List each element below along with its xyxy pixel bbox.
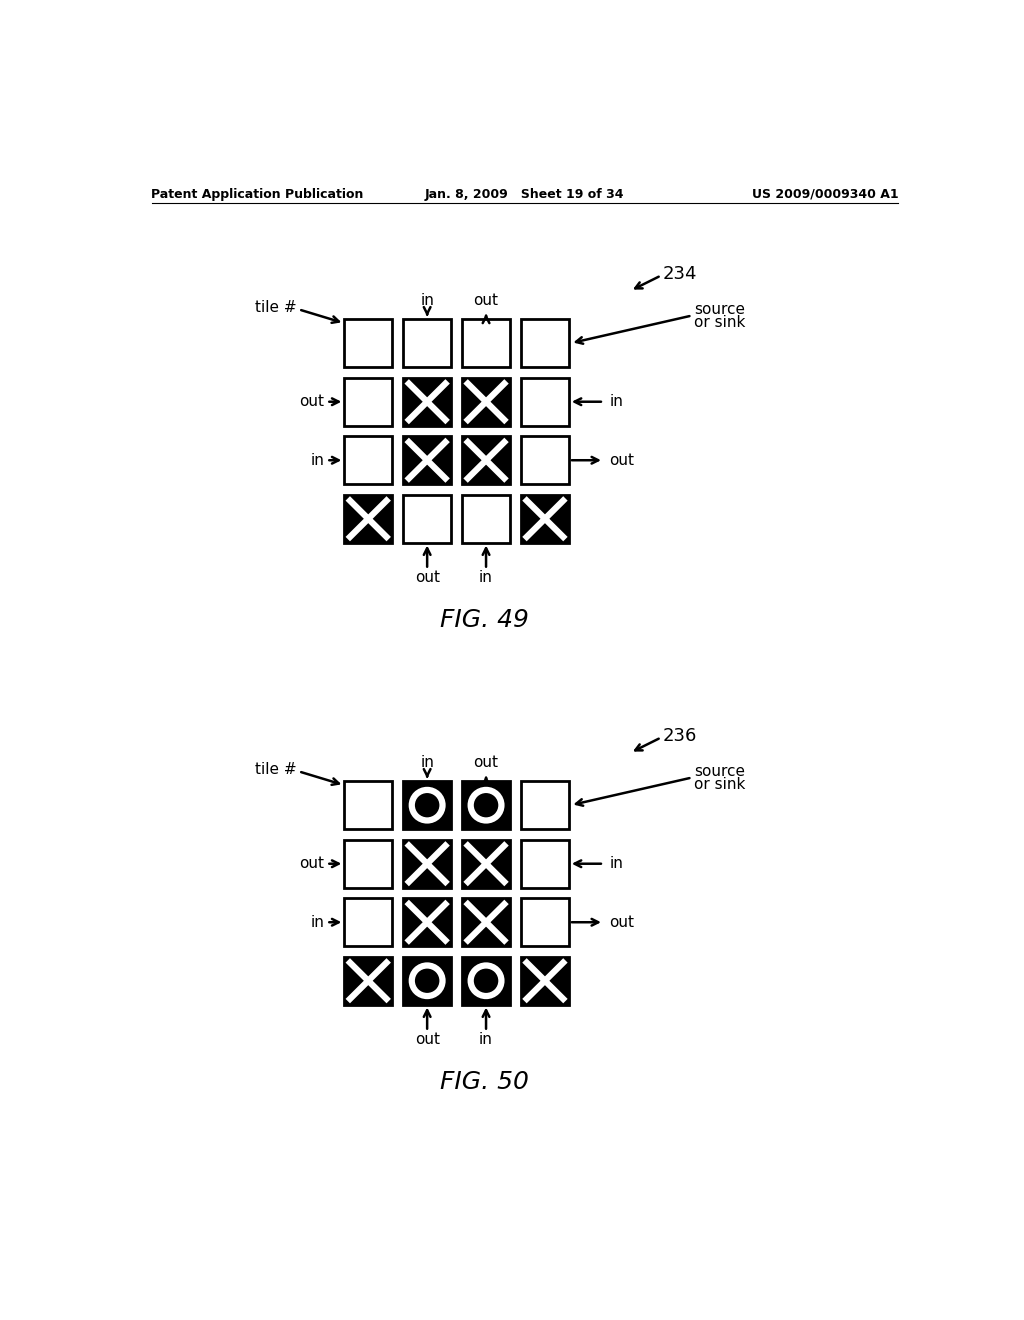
Text: out: out [299,857,324,871]
Text: tile #: tile # [255,762,297,776]
Bar [462,899,510,946]
Bar [521,378,569,425]
Bar [403,957,452,1005]
Text: out: out [415,1032,439,1047]
Bar [521,437,569,484]
Bar [344,781,392,829]
Text: FIG. 49: FIG. 49 [440,607,529,632]
Text: US 2009/0009340 A1: US 2009/0009340 A1 [752,187,898,201]
Bar [462,840,510,887]
Text: or sink: or sink [693,777,745,792]
Bar [403,319,452,367]
Bar [344,319,392,367]
Text: in: in [479,1032,493,1047]
Bar [462,495,510,543]
Text: 236: 236 [663,727,697,744]
Bar [403,781,452,829]
Text: out: out [473,755,499,771]
Bar [462,319,510,367]
Text: in: in [310,915,324,929]
Text: out: out [609,453,634,467]
Bar [521,495,569,543]
Bar [403,840,452,887]
Text: out: out [473,293,499,309]
Bar [403,495,452,543]
Bar [344,899,392,946]
Bar [403,378,452,425]
Bar [521,781,569,829]
Text: in: in [420,755,434,771]
Bar [403,437,452,484]
Text: in: in [609,857,624,871]
Bar [344,957,392,1005]
Bar [344,437,392,484]
Bar [521,899,569,946]
Bar [462,957,510,1005]
Bar [462,781,510,829]
Text: Jan. 8, 2009   Sheet 19 of 34: Jan. 8, 2009 Sheet 19 of 34 [425,187,625,201]
Bar [344,495,392,543]
Bar [521,319,569,367]
Bar [521,957,569,1005]
Text: Patent Application Publication: Patent Application Publication [152,187,364,201]
Text: tile #: tile # [255,300,297,314]
Text: in: in [479,570,493,585]
Text: or sink: or sink [693,315,745,330]
Text: out: out [609,915,634,929]
Bar [403,899,452,946]
Bar [462,378,510,425]
Bar [344,840,392,887]
Bar [344,378,392,425]
Text: in: in [310,453,324,467]
Bar [521,840,569,887]
Text: source: source [693,764,744,779]
Bar [462,437,510,484]
Text: in: in [420,293,434,309]
Text: source: source [693,302,744,317]
Text: 234: 234 [663,265,697,282]
Text: FIG. 50: FIG. 50 [440,1069,529,1094]
Text: out: out [299,395,324,409]
Text: out: out [415,570,439,585]
Text: in: in [609,395,624,409]
